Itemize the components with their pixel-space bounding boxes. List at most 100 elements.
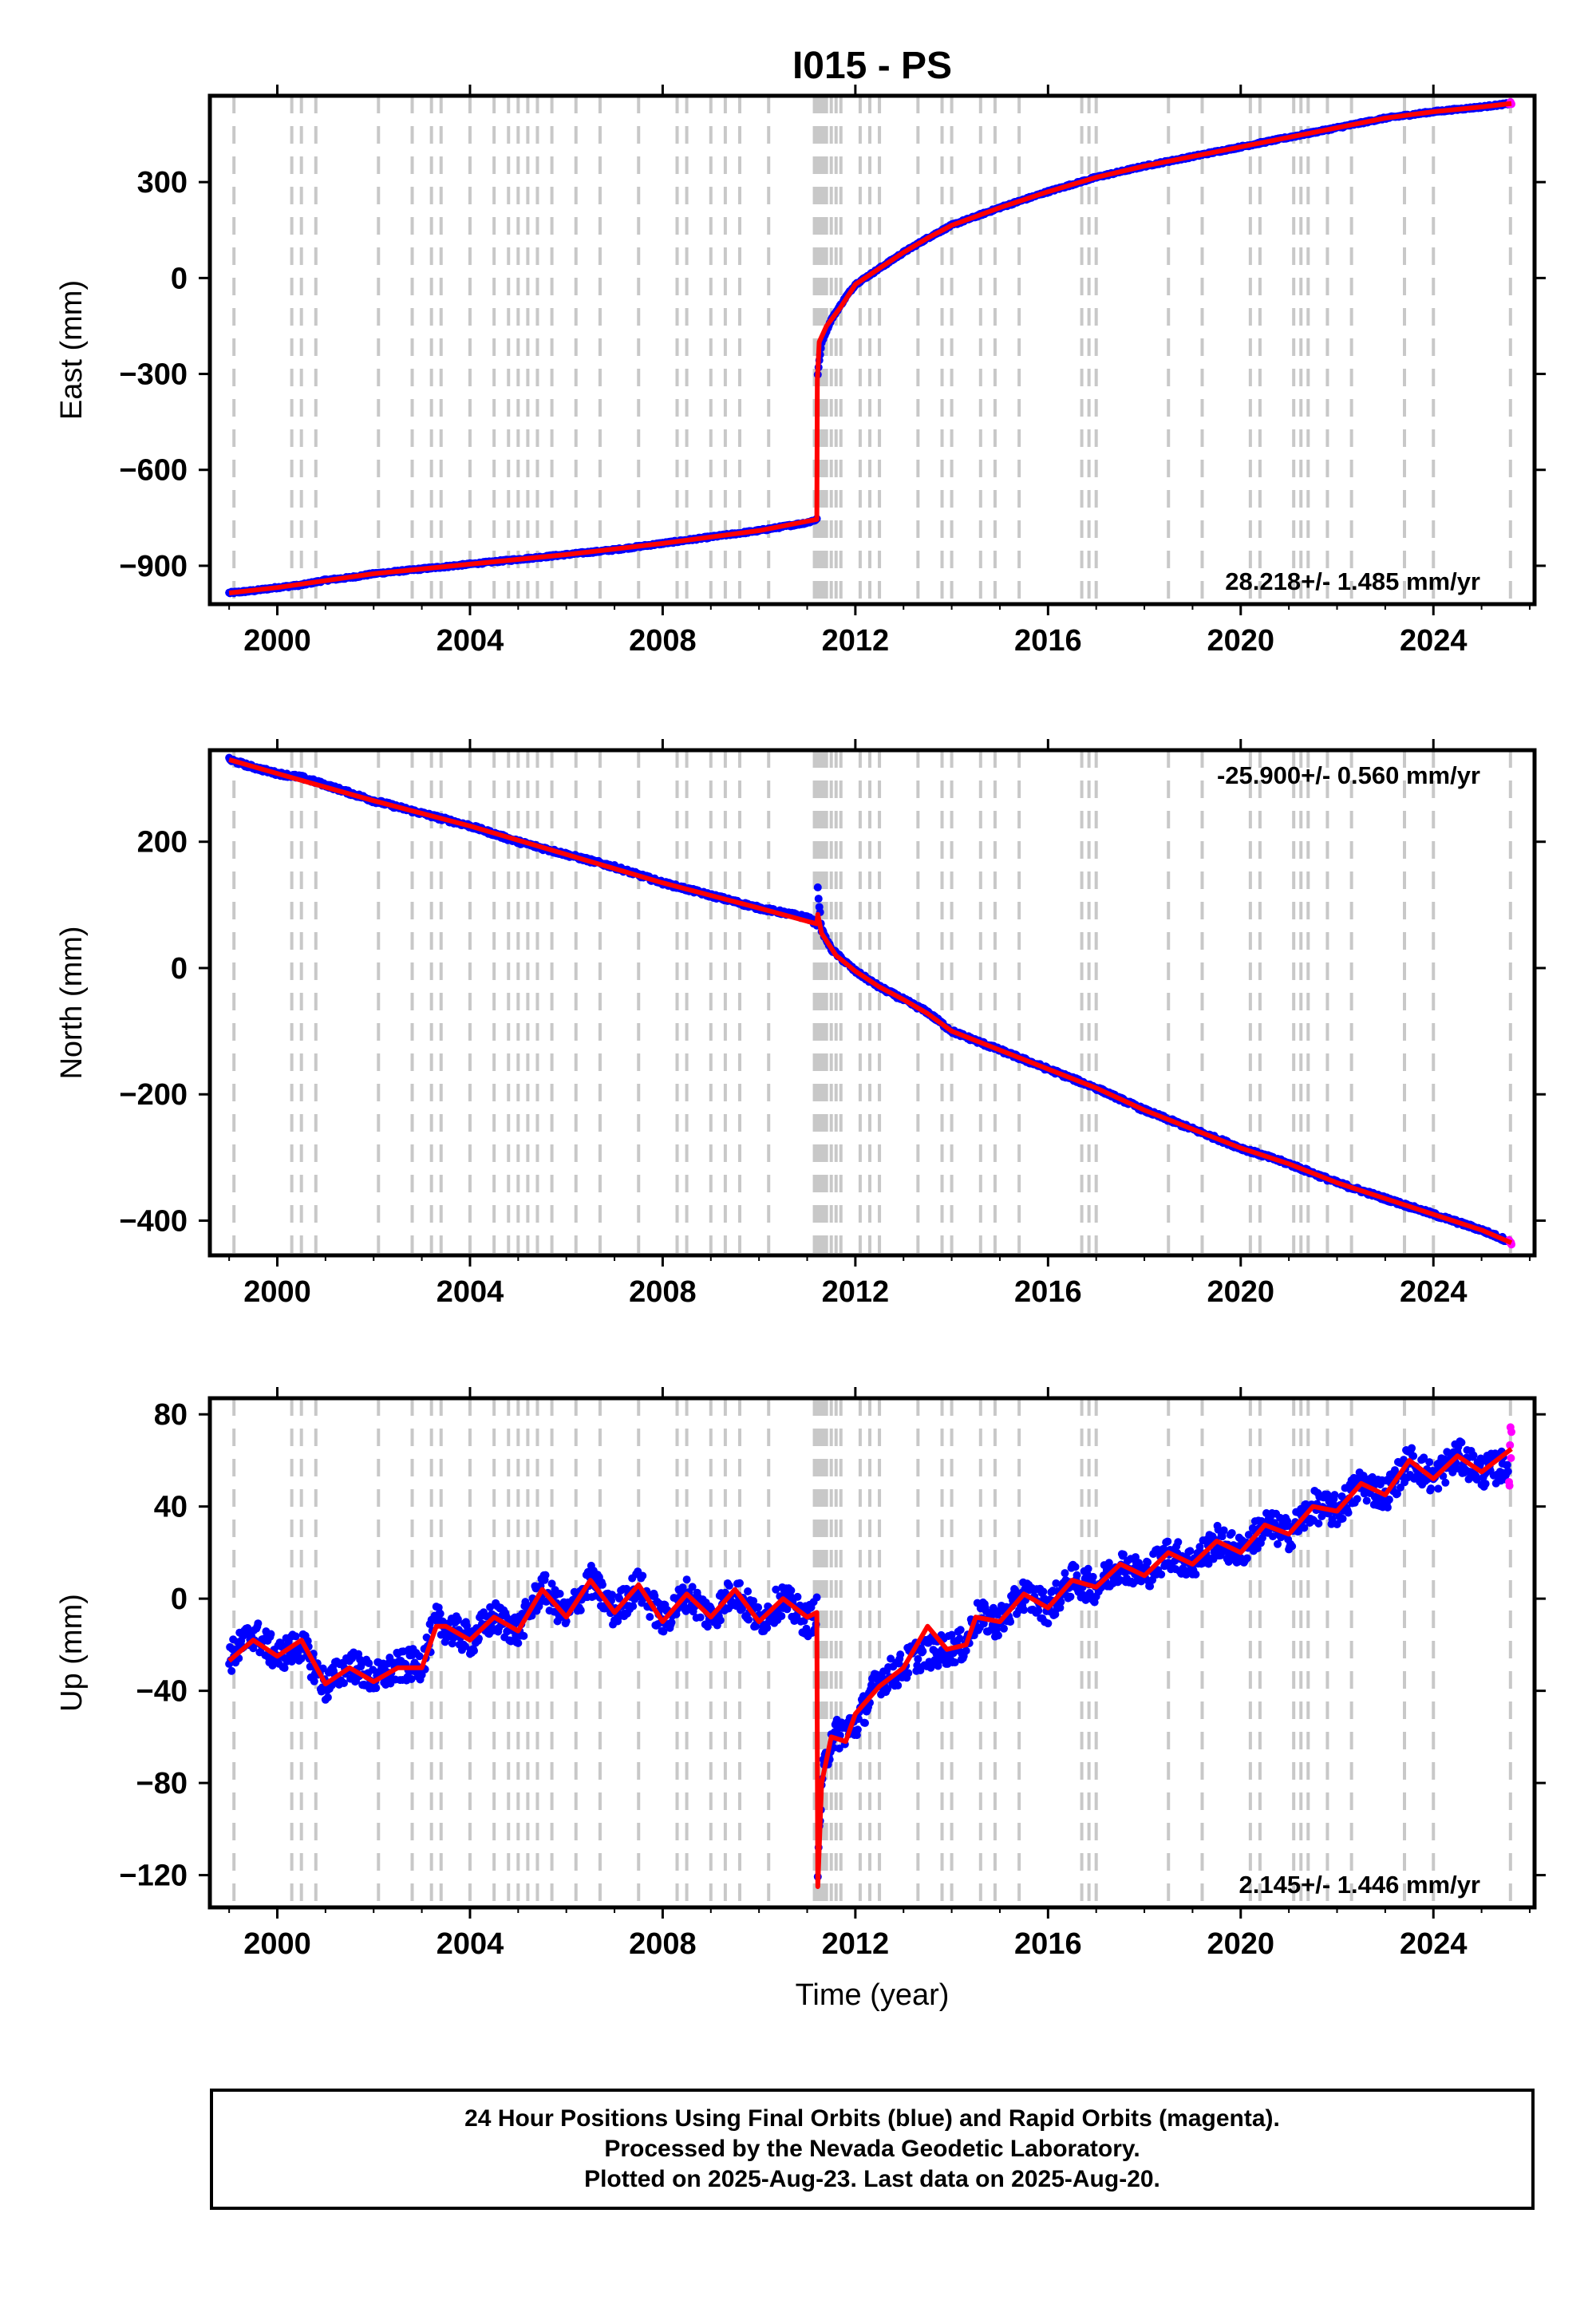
data-point: [1146, 1582, 1155, 1591]
data-point: [415, 1652, 424, 1661]
plot-frame: [207, 748, 1537, 1258]
data-point: [562, 1617, 571, 1626]
data-point: [979, 1619, 988, 1628]
data-point: [994, 1631, 1002, 1640]
data-point: [1088, 1572, 1097, 1581]
data-point: [448, 1639, 456, 1648]
x-tick-label: 2008: [629, 624, 697, 658]
y-tick-label: −900: [119, 550, 188, 583]
data-point: [682, 1575, 691, 1584]
event-lines: [232, 96, 1512, 604]
data-point: [1020, 1606, 1029, 1614]
data-point: [1385, 1496, 1393, 1504]
y-axis-label: East (mm): [55, 280, 89, 420]
data-point: [486, 1603, 495, 1611]
data-point: [659, 1627, 668, 1636]
x-tick-label: 2000: [243, 1275, 311, 1309]
plot-frame: [207, 93, 1537, 607]
data-point: [1227, 1528, 1236, 1537]
data-point: [736, 1579, 744, 1587]
data-point: [1066, 1592, 1075, 1601]
data-point: [422, 1633, 431, 1642]
data-point: [883, 1685, 892, 1694]
data-point: [1159, 1544, 1168, 1553]
data-point: [1119, 1550, 1128, 1559]
data-point: [1288, 1542, 1297, 1551]
data-point: [453, 1614, 462, 1623]
data-point: [962, 1646, 970, 1655]
panel-north: 2000 2004 2008 2012 2016 2020 2024−400−2000200…: [55, 739, 1546, 1309]
data-point: [608, 1591, 617, 1599]
data-point: [814, 895, 823, 903]
data-point: [1057, 1598, 1065, 1607]
data-point: [323, 1693, 332, 1701]
y-tick-label: 0: [171, 262, 188, 295]
data-point: [696, 1613, 705, 1622]
data-point: [1006, 1618, 1015, 1626]
data-point: [749, 1597, 758, 1606]
data-point: [629, 1602, 638, 1611]
data-point: [1195, 1543, 1204, 1551]
data-point: [793, 1592, 802, 1601]
data-point: [1338, 1514, 1347, 1523]
data-point: [763, 1623, 772, 1632]
data-point: [744, 1587, 753, 1596]
chart-title: I015 - PS: [792, 45, 952, 87]
x-tick-label: 2008: [629, 1275, 697, 1309]
data-point: [227, 1666, 236, 1675]
data-point: [853, 1725, 862, 1734]
event-lines: [232, 750, 1512, 1255]
data-point: [716, 1616, 725, 1625]
data-point: [1283, 1517, 1292, 1526]
x-tick-label: 2016: [1014, 1275, 1082, 1309]
data-point: [1044, 1619, 1053, 1628]
data-point: [436, 1609, 444, 1618]
data-point: [1056, 1603, 1065, 1612]
x-tick-label: 2020: [1207, 624, 1275, 658]
data-point: [369, 1666, 377, 1674]
data-point: [783, 1605, 792, 1614]
y-axis-label: North (mm): [55, 926, 89, 1079]
data-point: [1300, 1524, 1309, 1532]
x-tick-label: 2024: [1400, 1275, 1468, 1309]
data-point: [1034, 1607, 1043, 1615]
data-point: [1258, 1533, 1266, 1542]
x-tick-label: 2004: [437, 1275, 504, 1309]
data-point: [646, 1612, 654, 1621]
y-tick-label: 200: [137, 826, 188, 860]
data-point: [372, 1684, 381, 1693]
data-point: [1039, 1587, 1048, 1596]
data-point: [745, 1615, 753, 1624]
data-point: [1219, 1526, 1228, 1535]
data-point: [894, 1681, 903, 1690]
data-point: [914, 1654, 922, 1663]
data-point: [1274, 1539, 1282, 1548]
model-line: [228, 757, 1513, 1245]
data-point: [802, 1624, 811, 1633]
data-point: [1144, 1558, 1152, 1567]
data-point: [1186, 1547, 1195, 1555]
x-tick-label: 2024: [1400, 624, 1468, 658]
data-point: [555, 1590, 564, 1599]
data-point: [703, 1622, 712, 1631]
data-point: [318, 1664, 327, 1673]
panel-east: 2000 2004 2008 2012 2016 2020 2024−900−600−300…: [55, 85, 1546, 658]
x-tick-label: 2012: [822, 1275, 890, 1309]
rate-label: -25.900+/- 0.560 mm/yr: [1217, 761, 1480, 789]
x-tick-label: 2016: [1014, 624, 1082, 658]
data-point: [576, 1606, 585, 1614]
data-point: [950, 1658, 959, 1667]
data-point: [1084, 1564, 1092, 1573]
data-point: [1242, 1554, 1251, 1563]
panel-up: 2000 2004 2008 2012 2016 2020 2024−120−80−4004…: [55, 1387, 1546, 2012]
data-point: [934, 1662, 942, 1670]
rate-label: 28.218+/- 1.485 mm/yr: [1225, 567, 1480, 595]
data-point: [1104, 1559, 1113, 1567]
data-point: [1061, 1569, 1069, 1578]
data-point: [365, 1659, 373, 1668]
data-point: [1330, 1491, 1339, 1500]
data-point: [1071, 1563, 1080, 1571]
data-point: [1353, 1495, 1361, 1504]
model-line: [228, 101, 1512, 595]
